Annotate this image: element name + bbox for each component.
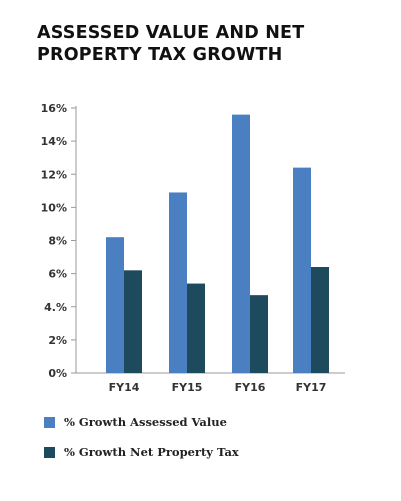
bar-net-property-tax-fy15 <box>187 283 205 373</box>
chart-title: ASSESSED VALUE AND NET PROPERTY TAX GROW… <box>37 22 377 66</box>
bar-net-property-tax-fy14 <box>124 270 142 373</box>
y-tick-label: 14% <box>41 135 67 148</box>
bar-assessed-value-fy17 <box>293 167 311 373</box>
legend-item-net-property-tax: % Growth Net Property Tax <box>44 444 239 460</box>
legend-item-assessed-value: % Growth Assessed Value <box>44 414 239 430</box>
y-tick-label: 4.% <box>44 301 67 314</box>
y-tick-label: 6% <box>48 268 67 281</box>
bar-assessed-value-fy16 <box>232 114 250 373</box>
legend-label-assessed-value: % Growth Assessed Value <box>64 415 227 429</box>
y-tick-label: 10% <box>41 201 67 214</box>
bar-assessed-value-fy14 <box>106 237 124 373</box>
y-tick-label: 16% <box>41 102 67 115</box>
legend-swatch-assessed-value <box>44 416 55 428</box>
bar-net-property-tax-fy16 <box>250 295 268 373</box>
x-tick-label: FY16 <box>235 381 266 394</box>
y-tick-label: 8% <box>48 235 67 248</box>
x-tick-label: FY17 <box>296 381 327 394</box>
x-tick-label: FY15 <box>172 381 203 394</box>
chart-title-line-2: PROPERTY TAX GROWTH <box>37 45 283 65</box>
legend-swatch-net-property-tax <box>44 446 55 458</box>
chart-title-line-1: ASSESSED VALUE AND NET <box>37 23 305 43</box>
x-tick-label: FY14 <box>109 381 140 394</box>
bar-assessed-value-fy15 <box>169 192 187 373</box>
bar-net-property-tax-fy17 <box>311 267 329 373</box>
y-tick-label: 0% <box>48 367 67 380</box>
y-tick-label: 2% <box>48 334 67 347</box>
y-tick-label: 12% <box>41 168 67 181</box>
legend-label-net-property-tax: % Growth Net Property Tax <box>64 445 239 459</box>
chart-legend: % Growth Assessed Value % Growth Net Pro… <box>44 414 239 474</box>
